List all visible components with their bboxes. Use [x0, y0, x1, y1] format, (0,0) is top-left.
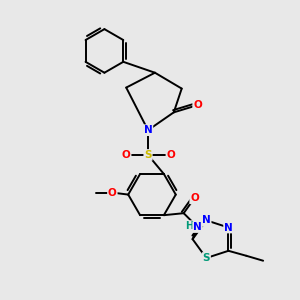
Text: N: N	[202, 215, 211, 225]
Text: N: N	[144, 125, 152, 135]
Text: H: H	[186, 221, 194, 231]
Text: N: N	[224, 223, 233, 232]
Text: O: O	[190, 193, 199, 203]
Text: O: O	[167, 150, 175, 160]
Text: S: S	[144, 150, 152, 160]
Text: O: O	[122, 150, 130, 160]
Text: S: S	[202, 253, 210, 263]
Text: N: N	[193, 222, 202, 232]
Text: O: O	[193, 100, 202, 110]
Text: O: O	[108, 188, 117, 198]
